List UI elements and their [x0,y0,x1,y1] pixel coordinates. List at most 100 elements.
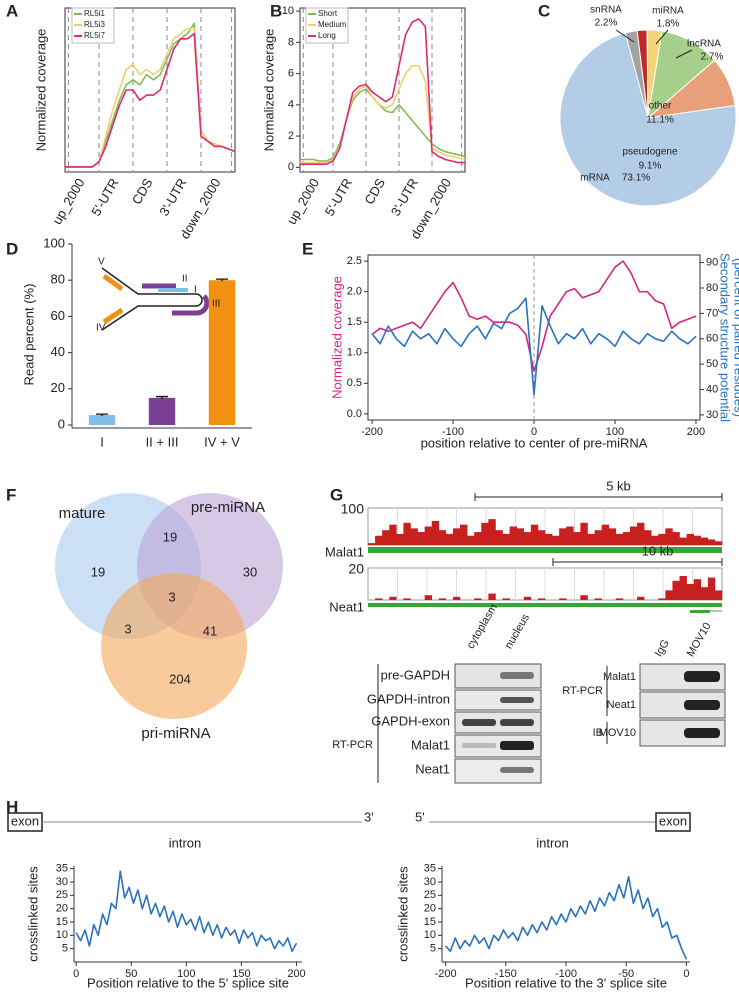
x-tick-label: 5'-UTR [322,176,355,219]
y-tick-label: 30 [56,876,68,888]
scale-bar [552,558,723,566]
y-tick-label: 25 [56,889,68,901]
exon-box [655,812,691,832]
scale-bar [474,493,723,501]
coverage-bar [523,532,532,545]
coverage-bar [537,598,546,600]
y2-tick-label: 50 [706,358,718,370]
y-tick-label: 80 [51,272,65,287]
coverage-bar [580,595,588,600]
coverage-bar [658,598,666,600]
x-tick-label: 100 [606,426,624,438]
coverage-bar [403,522,411,545]
gel-row-label: Malat1 [411,737,450,752]
slice-value: 1.8% [657,19,680,30]
x-tick-label: -50 [618,968,634,980]
x-axis-label: Position relative to the 5' splice site [87,975,289,990]
gel-row-label: Neat1 [415,761,450,776]
coverage-bar [488,519,496,545]
panel-label: C [538,1,550,20]
coverage-bar [502,598,510,600]
y-tick-label: 1.5 [347,316,362,328]
coverage-bar [566,526,574,545]
y2-tick-label: 80 [706,282,718,294]
y-tick-label: 4 [288,99,294,111]
coverage-bar [580,522,588,545]
coverage-bar [665,590,673,600]
y2-tick-label: 90 [706,257,718,269]
coverage-bar [424,526,433,545]
panel-label: B [270,1,282,20]
coverage-bar [523,596,532,600]
intron-label: intron [169,835,202,850]
coverage-bar [693,535,702,545]
slice-value: 2.2% [595,18,618,29]
coverage-bar [431,520,440,545]
legend-label: Medium [318,20,347,29]
coverage-bar [672,580,680,600]
y2-tick-label: 30 [706,409,718,421]
y-tick-label: 5 [62,943,68,955]
coverage-bar [481,522,489,545]
coverage-bar [559,598,567,600]
slice-label: mRNA [580,173,610,184]
y2-axis-label: (percent of paired residues) [732,258,739,417]
coverage-bar [495,530,503,545]
y-axis-label: Read percent (%) [21,284,36,386]
coverage-bar [488,593,496,600]
y-tick-label: 0.0 [347,408,362,420]
data-line [75,870,298,953]
track-name: Neat1 [329,599,364,614]
slice-label: pseudogene [622,147,677,158]
y-tick-label: 5 [430,943,436,955]
coverage-bar [665,528,673,545]
coverage-bar [587,533,595,545]
y-tick-label: 20 [424,903,436,915]
x-tick-label: IV + V [204,434,240,449]
y-tick-label: 100 [43,235,65,250]
y-axis-label: Normalized coverage [261,29,276,152]
coverage-bar [545,533,553,545]
coverage-bar [389,524,397,545]
data-line [371,260,697,372]
x-tick-label: CDS [129,175,156,207]
y-tick-label: 40 [51,344,65,359]
legend-label: RL5i7 [84,31,105,40]
coverage-bar [594,530,602,545]
coverage-bar [714,590,723,600]
coverage-bar [601,524,610,545]
coverage-bar [707,539,716,545]
gel-row-label: MOV10 [599,727,636,739]
region-count: 19 [91,564,105,579]
coverage-bar [707,577,716,600]
slice-label: other [649,101,672,112]
y-axis-label: crosslinked sites [25,866,40,962]
leader-line [655,29,669,45]
y-tick-label: 0 [288,161,294,173]
coverage-bar [368,543,376,545]
coverage-bar [516,528,525,545]
y-tick-label: 2 [288,130,294,142]
x-tick-label: CDS [361,175,388,207]
y-tick-label: 0.5 [347,377,362,389]
gel-row-label: Neat1 [607,699,636,711]
coverage-bar [389,596,397,600]
slice-value: 2.7% [701,52,724,63]
gel-method-label: RT-PCR [332,739,373,751]
legend-label: RL5i3 [84,20,105,29]
y-tick-label: 6 [288,68,294,80]
data-line [65,27,236,168]
bar [88,415,116,425]
x-tick-label: -150 [495,968,517,980]
y-axis-label: Normalized coverage [33,29,48,152]
y-tick-label: 10 [424,929,436,941]
coverage-bar [594,598,602,600]
gel-fractionation: cytoplasm nucleus pre-GAPDH GAPDH-intron… [332,602,542,784]
intron-label: intron [536,835,569,850]
x-tick-label: 3'-UTR [156,176,189,219]
y2-tick-label: 70 [706,307,718,319]
gel-row-label: Malat1 [603,671,636,683]
y-tick-label: 60 [51,308,65,323]
coverage-bar [467,535,475,545]
coverage-bar [460,524,468,545]
